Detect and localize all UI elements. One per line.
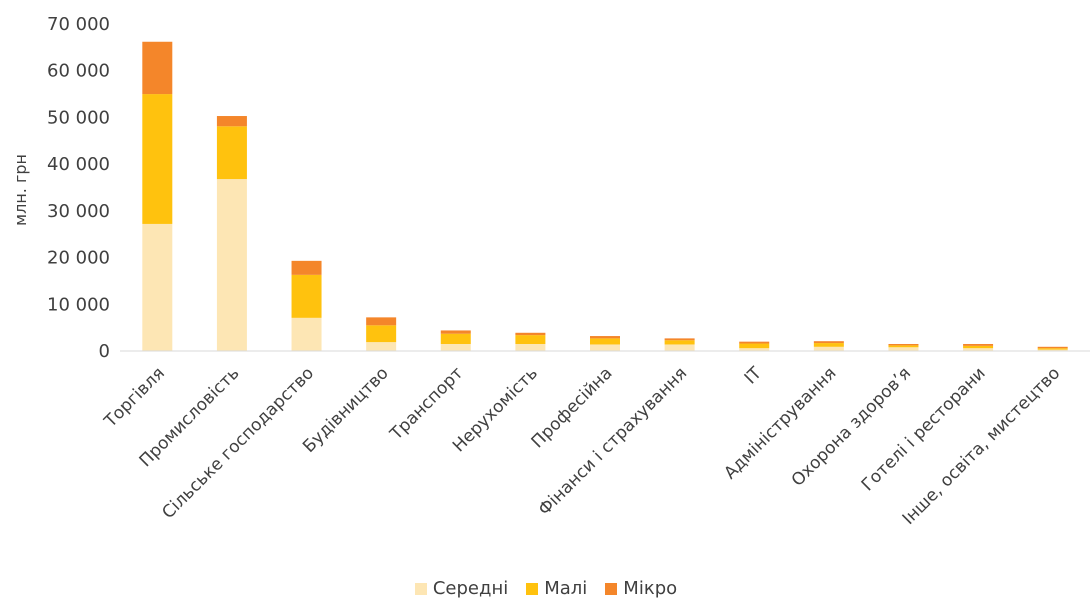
bar-segment bbox=[291, 260, 322, 275]
bar-segment bbox=[1037, 346, 1068, 349]
x-category-label: IT bbox=[741, 363, 766, 388]
legend-label: Середні bbox=[432, 578, 509, 599]
bar-segment bbox=[664, 344, 695, 351]
bar-segment bbox=[888, 347, 919, 351]
y-tick-label: 40 000 bbox=[47, 154, 110, 175]
y-axis: 0 10 000 20 000 30 000 40 000 50 000 60 000 70 … bbox=[47, 14, 110, 362]
bar-segment bbox=[515, 335, 546, 344]
legend: Середні Малі Мікро bbox=[0, 578, 1092, 599]
bar-segment bbox=[813, 341, 844, 344]
bar-segment bbox=[291, 274, 322, 318]
bar-segment bbox=[1037, 348, 1068, 350]
y-tick-label: 30 000 bbox=[47, 201, 110, 222]
bar-segment bbox=[142, 94, 173, 224]
y-tick-label: 60 000 bbox=[47, 61, 110, 82]
x-category-label: Фінанси і страхування bbox=[535, 363, 692, 520]
legend-label: Мікро bbox=[623, 578, 678, 599]
legend-label: Малі bbox=[544, 578, 588, 599]
bar-segment bbox=[216, 116, 247, 127]
bar-segment bbox=[142, 223, 173, 351]
bar-segment bbox=[739, 343, 770, 349]
x-category-label: Торгівля bbox=[100, 363, 169, 432]
bar-segment bbox=[1037, 349, 1068, 351]
bar-segment bbox=[963, 348, 994, 351]
y-tick-label: 70 000 bbox=[47, 14, 110, 35]
bar-segment bbox=[515, 343, 546, 351]
bar-segment bbox=[963, 343, 994, 346]
bar-segment bbox=[440, 333, 471, 344]
bar-segment bbox=[888, 345, 919, 348]
bar-segment bbox=[664, 338, 695, 341]
legend-item: Мікро bbox=[605, 578, 677, 599]
bars bbox=[142, 41, 1068, 351]
bar-segment bbox=[590, 344, 620, 351]
y-tick-label: 50 000 bbox=[47, 107, 110, 128]
x-category-label: Сільське господарство bbox=[158, 363, 318, 523]
bar-segment bbox=[142, 41, 173, 95]
y-tick-label: 0 bbox=[99, 341, 110, 362]
legend-swatch bbox=[605, 582, 618, 595]
bar-segment bbox=[291, 317, 322, 351]
x-category-label: Інше, освіта, мистецтво bbox=[899, 363, 1064, 528]
bar-segment bbox=[216, 179, 247, 351]
bar-segment bbox=[813, 346, 844, 351]
y-tick-label: 20 000 bbox=[47, 248, 110, 269]
x-category-label: Транспорт bbox=[386, 363, 468, 445]
bar-segment bbox=[366, 342, 397, 351]
bar-segment bbox=[739, 348, 770, 351]
bar-segment bbox=[664, 340, 695, 345]
legend-swatch bbox=[414, 582, 427, 595]
bar-segment bbox=[440, 343, 471, 351]
bar-segment bbox=[366, 325, 397, 343]
bar-segment bbox=[963, 345, 994, 349]
bar-segment bbox=[440, 330, 471, 334]
bar-segment bbox=[888, 343, 919, 346]
bar-segment bbox=[813, 343, 844, 347]
bar-segment bbox=[515, 332, 546, 336]
legend-swatch bbox=[526, 582, 539, 595]
y-axis-label: млн. грн bbox=[11, 154, 30, 226]
bar-segment bbox=[590, 338, 620, 345]
legend-item: Середні bbox=[414, 578, 509, 599]
bar-segment bbox=[739, 341, 770, 344]
bar-segment bbox=[590, 336, 620, 339]
x-category-label: Готелі і ресторани bbox=[858, 363, 990, 495]
bar-segment bbox=[366, 317, 397, 326]
y-tick-label: 10 000 bbox=[47, 294, 110, 315]
bar-segment bbox=[216, 126, 247, 180]
legend-item: Малі bbox=[526, 578, 587, 599]
